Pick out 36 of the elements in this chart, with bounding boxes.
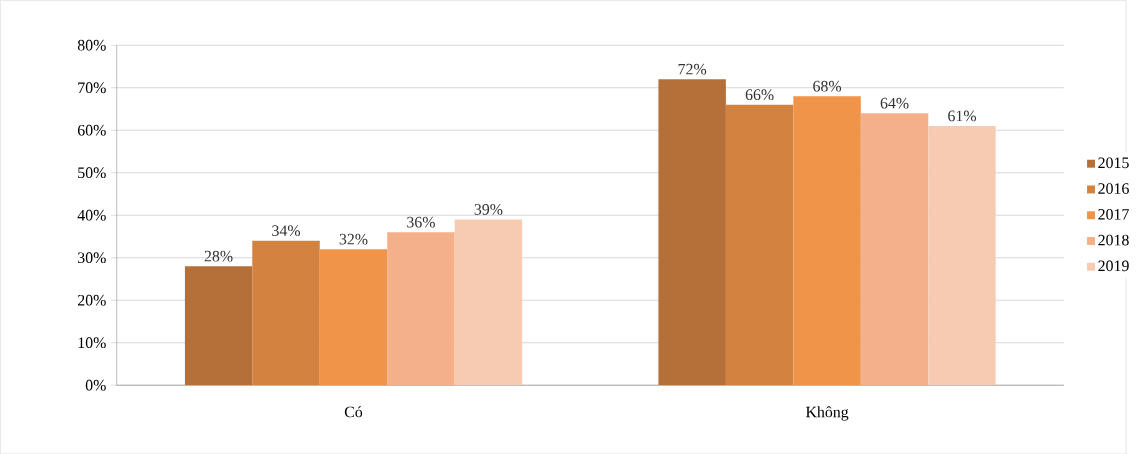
bar [184,266,253,386]
data-label: 68% [813,80,842,92]
bar [387,232,455,386]
data-label: 66% [745,89,774,100]
legend-label: 2017 [1098,208,1129,220]
y-tick-label: 80% [77,39,106,51]
x-tick-label: Không [805,406,849,421]
legend-label: 2015 [1098,157,1129,168]
bar [928,125,996,386]
bar [454,219,523,386]
data-label: 61% [948,110,977,122]
data-label: 72% [678,63,707,75]
y-tick-label: 10% [78,337,106,348]
y-tick-label: 70% [78,82,106,93]
legend-label: 2018 [1098,234,1129,246]
data-label: 32% [339,233,368,245]
y-tick-label: 60% [77,124,106,136]
bar [860,113,929,386]
y-tick-label: 50% [78,167,106,178]
bar [725,104,794,386]
bar [252,240,320,386]
y-tick-label: 0% [85,379,106,391]
data-label: 64% [880,97,909,109]
legend-label: 2016 [1098,183,1129,194]
y-tick-label: 20% [77,294,106,306]
bar [658,79,726,386]
legend-label: 2019 [1098,260,1129,272]
y-tick-label: 30% [78,252,106,263]
bar [793,96,861,386]
data-label: 39% [474,203,503,215]
data-label: 34% [272,225,301,236]
bar [319,249,388,386]
x-tick-label: Có [344,405,363,418]
data-label: 36% [407,216,435,228]
y-tick-label: 40% [77,209,106,221]
data-label: 28% [204,250,233,262]
